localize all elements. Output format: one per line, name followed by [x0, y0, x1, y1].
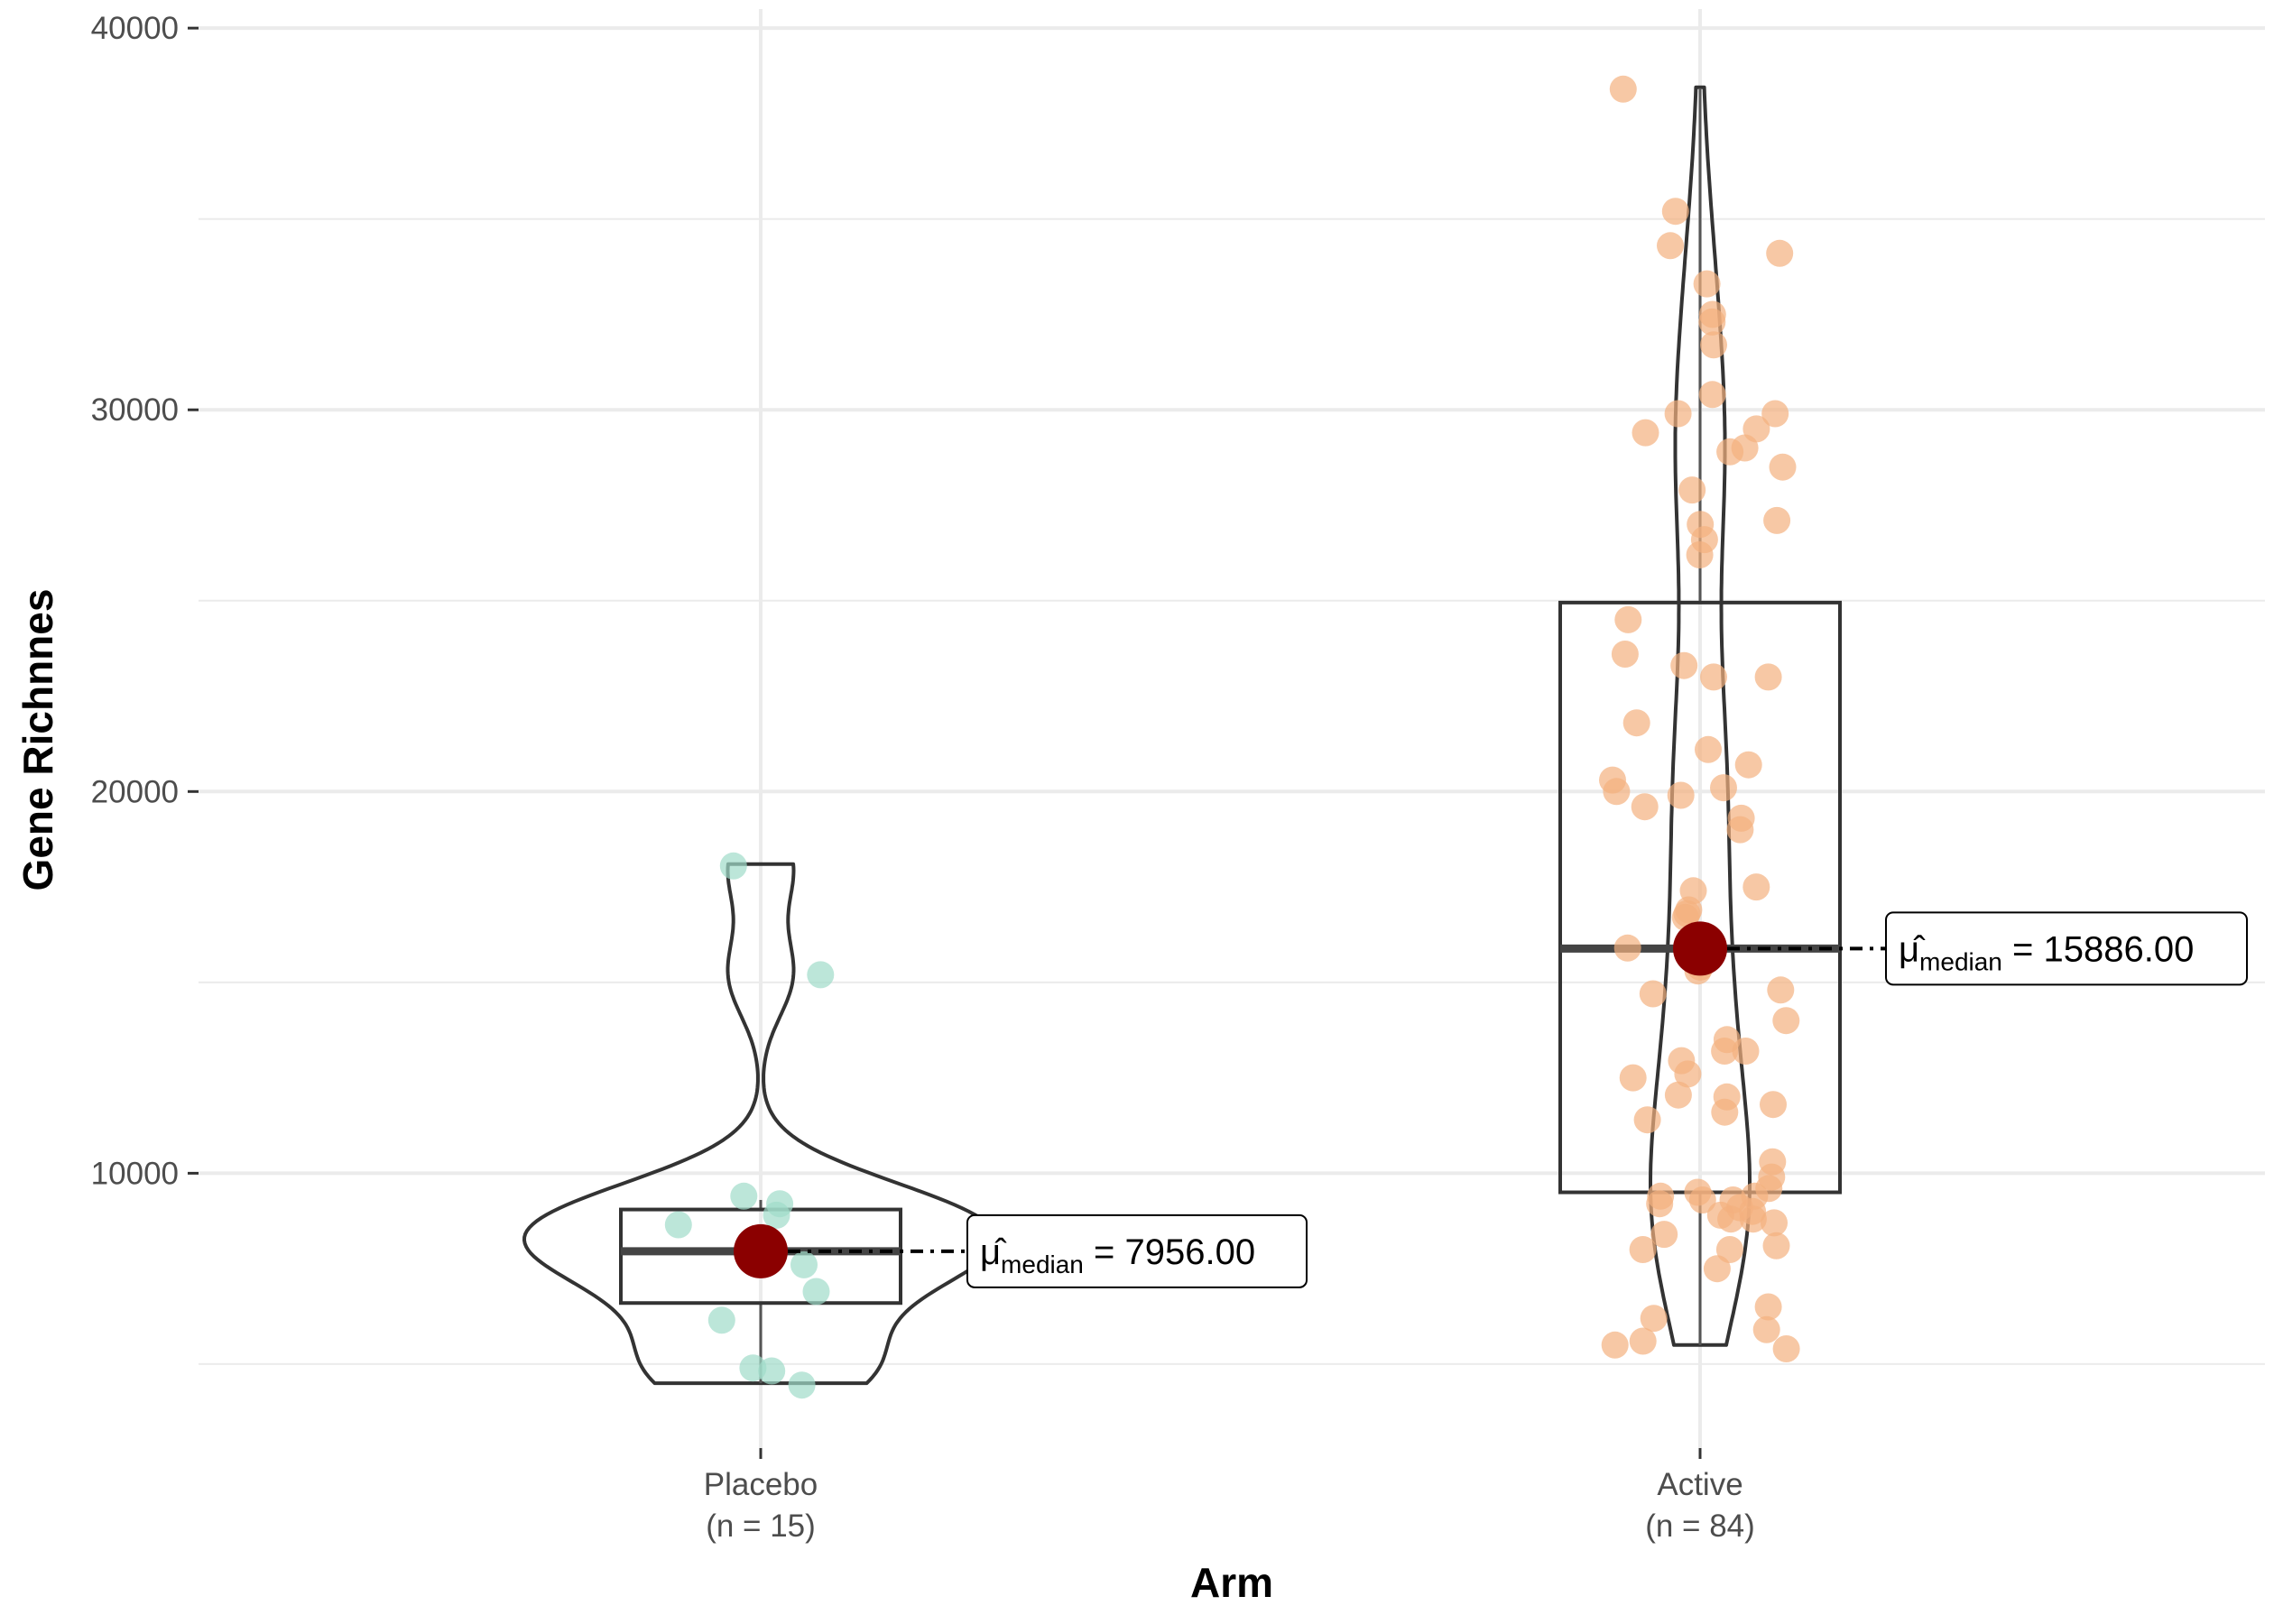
y-tick-label: 20000: [91, 774, 179, 809]
data-point: [1629, 1327, 1657, 1355]
data-point: [1661, 198, 1689, 226]
data-point: [1700, 331, 1727, 359]
data-point: [1613, 934, 1641, 962]
annotation-layer: μ̂median = 7956.00 μ̂median = 15886.00: [734, 911, 2248, 1288]
violin-active: [1649, 85, 1752, 1347]
data-point: [1670, 651, 1698, 679]
data-point: [1664, 1081, 1692, 1109]
data-point: [1772, 1335, 1800, 1362]
data-point: [1631, 793, 1659, 821]
data-point: [788, 1371, 816, 1399]
data-point: [1711, 1038, 1739, 1065]
point-layer: [664, 75, 1800, 1399]
data-point: [1693, 270, 1721, 298]
data-point: [1726, 816, 1754, 844]
data-point: [802, 1278, 830, 1306]
data-point: [1646, 1190, 1674, 1218]
data-point: [1629, 1236, 1657, 1263]
data-point: [1688, 1186, 1716, 1213]
x-tick-label: Active: [1657, 1467, 1742, 1502]
median-point: [1673, 921, 1727, 976]
median-label-box: [966, 1213, 1308, 1288]
data-point: [1686, 541, 1714, 568]
data-point: [1639, 980, 1667, 1008]
data-point: [1640, 1305, 1668, 1333]
data-point: [1761, 1209, 1788, 1237]
data-point: [1664, 400, 1692, 428]
data-point: [739, 1354, 767, 1382]
y-tick-label: 40000: [91, 11, 179, 46]
data-point: [790, 1250, 818, 1278]
data-point: [1752, 1315, 1780, 1343]
data-point: [1754, 663, 1782, 691]
data-point: [1700, 663, 1727, 691]
data-point: [1717, 1205, 1745, 1233]
data-point: [1698, 308, 1726, 336]
data-point: [1716, 438, 1744, 466]
data-point: [1609, 75, 1637, 103]
data-point: [1703, 1255, 1731, 1283]
median-point: [734, 1223, 788, 1278]
data-point: [1603, 778, 1631, 806]
data-point: [1766, 239, 1794, 267]
data-point: [1761, 400, 1789, 428]
data-point: [1732, 1038, 1760, 1065]
y-tick-label: 30000: [91, 392, 179, 428]
data-point: [1667, 781, 1695, 809]
data-point: [1715, 1236, 1743, 1263]
box-placebo: [619, 1207, 902, 1306]
data-point: [1767, 976, 1795, 1004]
data-point: [1754, 1293, 1782, 1321]
median-label: μ̂median = 7956.00: [980, 1232, 1255, 1278]
data-point: [1678, 476, 1706, 504]
data-point: [1611, 641, 1639, 668]
x-axis-title: Arm: [1190, 1559, 1273, 1606]
y-tick-label: 10000: [91, 1156, 179, 1191]
data-point: [1650, 1221, 1678, 1249]
data-point: [1762, 1232, 1790, 1260]
median-label: μ̂median = 15886.00: [1899, 929, 2194, 975]
data-point: [1710, 774, 1737, 802]
data-point: [766, 1190, 794, 1218]
x-tick-count-label: (n = 15): [706, 1509, 816, 1544]
data-point: [1698, 381, 1726, 409]
x-tick-count-label: (n = 84): [1645, 1509, 1755, 1544]
data-point: [1734, 751, 1762, 779]
data-point: [1632, 419, 1659, 447]
data-point: [1622, 709, 1650, 737]
data-point: [707, 1306, 735, 1334]
violin-layer: [522, 85, 1752, 1386]
data-point: [1711, 1098, 1739, 1126]
data-point: [1695, 735, 1722, 763]
data-point: [719, 852, 747, 880]
axis-layer: 10000 20000 30000 40000 Placebo (n = 15) Activ…: [91, 11, 1755, 1544]
median-label-box: [1885, 911, 2248, 986]
data-point: [1674, 1060, 1702, 1088]
data-point: [1739, 1205, 1767, 1233]
y-axis-title: Gene Richnnes: [14, 589, 61, 891]
data-point: [1763, 506, 1791, 534]
x-tick-label: Placebo: [704, 1467, 818, 1502]
data-point: [1742, 873, 1770, 901]
data-point: [1601, 1331, 1629, 1359]
data-point: [1633, 1106, 1661, 1134]
data-point: [730, 1182, 758, 1210]
data-point: [1619, 1064, 1647, 1092]
data-point: [807, 961, 835, 989]
data-point: [1614, 605, 1642, 633]
data-point: [664, 1211, 692, 1239]
data-point: [1769, 453, 1797, 481]
data-point: [1657, 232, 1684, 260]
data-point: [1772, 1007, 1800, 1035]
data-point: [1760, 1091, 1787, 1119]
